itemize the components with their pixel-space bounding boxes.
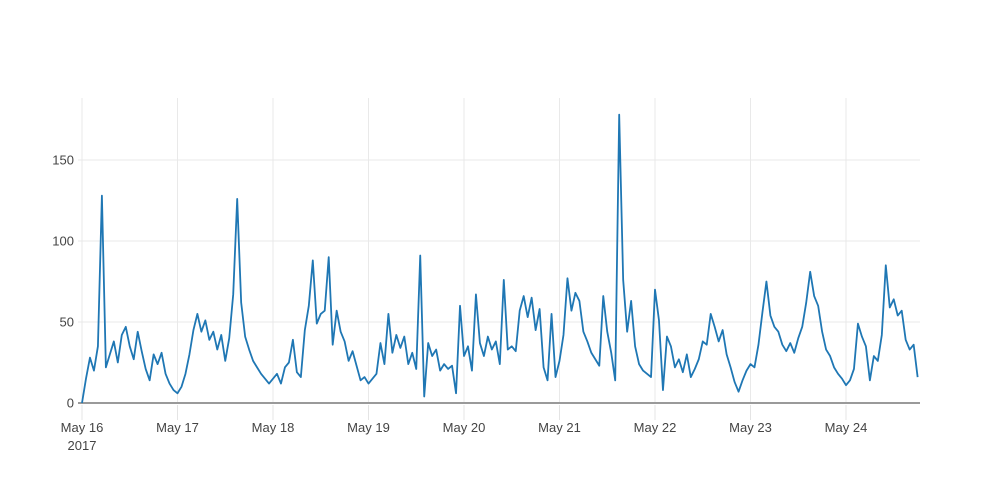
x-tick-label: May 19 <box>347 420 390 435</box>
plot-area[interactable] <box>81 113 919 404</box>
x-tick-label: May 16 <box>61 420 104 435</box>
x-tick-label: May 17 <box>156 420 199 435</box>
series-line <box>81 113 919 404</box>
x-tick-label: May 18 <box>252 420 295 435</box>
x-tick-label: May 22 <box>634 420 677 435</box>
x-tick-label: May 21 <box>538 420 581 435</box>
x-gridlines <box>81 98 847 403</box>
y-axis-tick-labels: 0 50 100 150 <box>52 153 74 411</box>
x-tick-sublabel: 2017 <box>68 438 97 453</box>
x-tick-label: May 23 <box>729 420 772 435</box>
y-tick-label: 0 <box>67 396 74 411</box>
x-axis-tick-labels: May 16 2017 May 17 May 18 May 19 May 20 May 21… <box>61 420 868 453</box>
y-tick-label: 100 <box>52 234 74 249</box>
y-tick-label: 50 <box>60 315 74 330</box>
x-tick-label: May 20 <box>443 420 486 435</box>
y-tick-label: 150 <box>52 153 74 168</box>
x-tick-label: May 24 <box>825 420 868 435</box>
y-gridlines <box>78 159 920 323</box>
x-axis-tick-marks <box>81 405 847 420</box>
